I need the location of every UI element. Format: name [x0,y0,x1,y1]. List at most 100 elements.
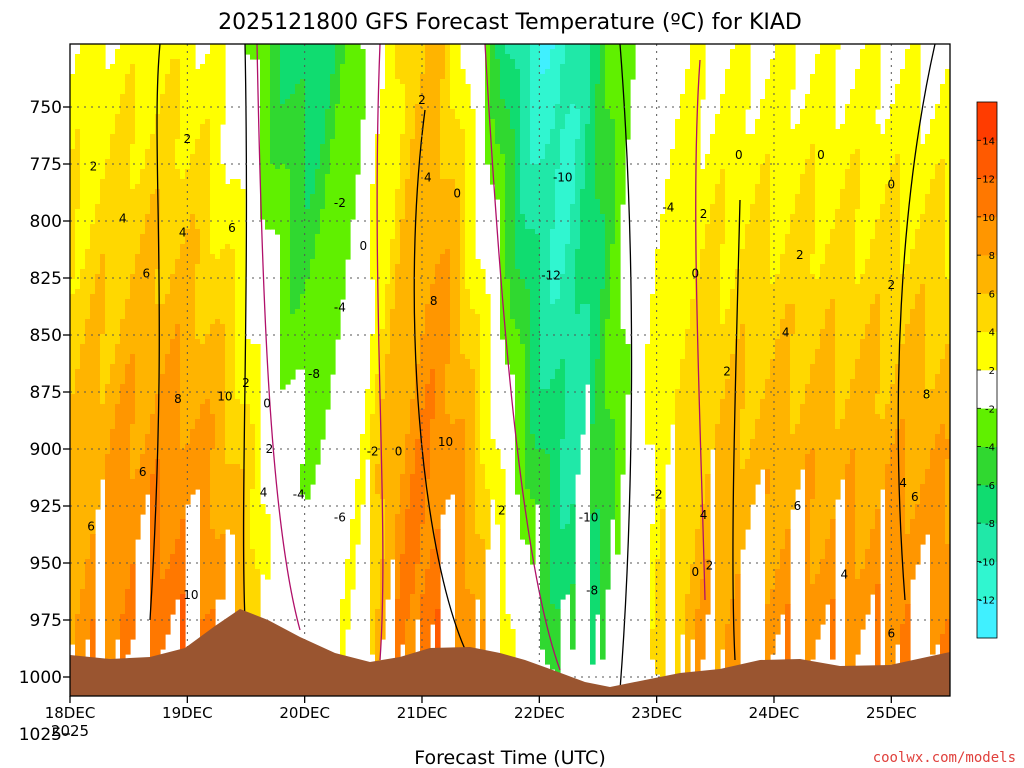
colorbar-label: -10 [979,557,995,568]
contour-label: -10 [579,510,599,524]
contour-line [897,44,936,601]
contour-label: 2 [796,248,804,262]
contour-label: 6 [139,465,147,479]
x-axis: 18DEC 19DEC 20DEC 21DEC 22DEC 23DEC 24DEC 25DEC… [45,696,917,740]
x-axis-title: Forecast Time (UTC) [414,747,605,768]
colorbar-swatch [977,178,997,218]
plot-frame [69,43,951,697]
colorbar-label: -12 [979,596,995,607]
colorbar-label: 6 [989,289,995,300]
contour-line [376,44,384,661]
contour-label: 4 [899,476,907,490]
colorbar-label: 4 [989,328,995,339]
contour-label: -4 [662,200,674,214]
terrain-surface [70,609,950,696]
colorbar-swatch [977,140,997,179]
contour-label: 2 [706,558,714,572]
x-tick-label: 22DEC [514,704,565,722]
contour-label: 4 [260,485,268,499]
contour-label: 6 [142,266,150,280]
colorbar-label: 12 [982,175,995,186]
y-tick-label: 825 [30,269,62,289]
contour-label: -10 [553,171,573,185]
chart-title: 2025121800 GFS Forecast Temperature (ºC)… [218,10,802,35]
y-tick-label: 900 [30,440,62,460]
colorbar-label: -2 [985,404,995,415]
contour-label: -4 [293,488,305,502]
contour-label: 4 [841,567,849,581]
y-tick-label: 750 [30,98,62,118]
credit-text: coolwx.com/models [873,750,1016,766]
colorbar-swatch [977,408,997,447]
y-tick-label: 975 [30,611,62,631]
x-tick-label: 21DEC [397,704,448,722]
y-tick-label: 850 [30,326,62,346]
x-tick-year: 2025 [51,722,89,740]
colorbar-label: -4 [985,443,995,454]
colorbar-swatch [977,599,997,639]
contour-label: -2 [651,488,663,502]
contour-label: -4 [334,301,346,315]
colorbar-label: 2 [989,366,995,377]
contour-label: 0 [735,148,743,162]
contour-label: 10 [217,390,232,404]
contour-label: 2 [184,132,192,146]
contour-label: -2 [334,196,346,210]
contour-label: 8 [923,387,931,401]
contour-label: 6 [87,520,95,534]
contour-label: 4 [179,225,187,239]
contour-label: 6 [887,627,895,641]
contour-line [413,109,471,661]
colorbar-label: 10 [982,213,995,224]
colorbar-swatch [977,370,997,409]
contour-label: 0 [692,266,700,280]
contour-label: -6 [334,510,346,524]
contour-lines [149,44,936,691]
contour-label: 4 [700,508,708,522]
contour-line [256,44,301,631]
x-tick-label: 19DEC [162,704,213,722]
contour-label: 2 [418,93,426,107]
x-tick-label: 25DEC [866,704,917,722]
y-tick-label: 875 [30,383,62,403]
colorbar-swatch [977,446,997,486]
x-tick-label: 18DEC [45,704,96,722]
contour-label: 8 [430,294,438,308]
colorbar-swatch [977,523,997,562]
contour-label: 10 [183,588,198,602]
contour-label: -12 [541,269,561,283]
x-tick-label: 20DEC [279,704,330,722]
contour-label: 0 [692,565,700,579]
contour-label: 10 [438,435,453,449]
contour-label: 2 [242,376,250,390]
contour-label: 0 [395,444,403,458]
colorbar-label: -6 [985,481,995,492]
contour-label: 4 [782,326,790,340]
y-tick-label: 800 [30,212,62,232]
colorbar-label: 8 [989,251,995,262]
contour-label: 6 [794,499,802,513]
colorbar-swatch [977,484,997,524]
contour-label: 6 [228,221,236,235]
colorbar-swatch [977,216,997,256]
colorbar-swatch [977,102,997,141]
contour-label: 0 [263,396,271,410]
y-tick-label: 950 [30,554,62,574]
contour-line [619,44,633,691]
colorbar-swatch [977,331,997,371]
contour-label: 0 [817,148,825,162]
contour-label: 2 [700,207,708,221]
contour-line [484,44,561,671]
y-tick-label: 1025 [19,725,62,745]
y-axis: 750 775 800 825 850 875 900 925 950 975 1000 1025 [19,98,70,745]
contour-label: 0 [887,178,895,192]
contour-line [695,59,706,601]
contour-label: 4 [119,212,127,226]
contour-label: -2 [367,444,379,458]
colorbar-label: -8 [985,519,995,530]
contour-label: 4 [424,171,432,185]
contour-line [149,44,161,621]
